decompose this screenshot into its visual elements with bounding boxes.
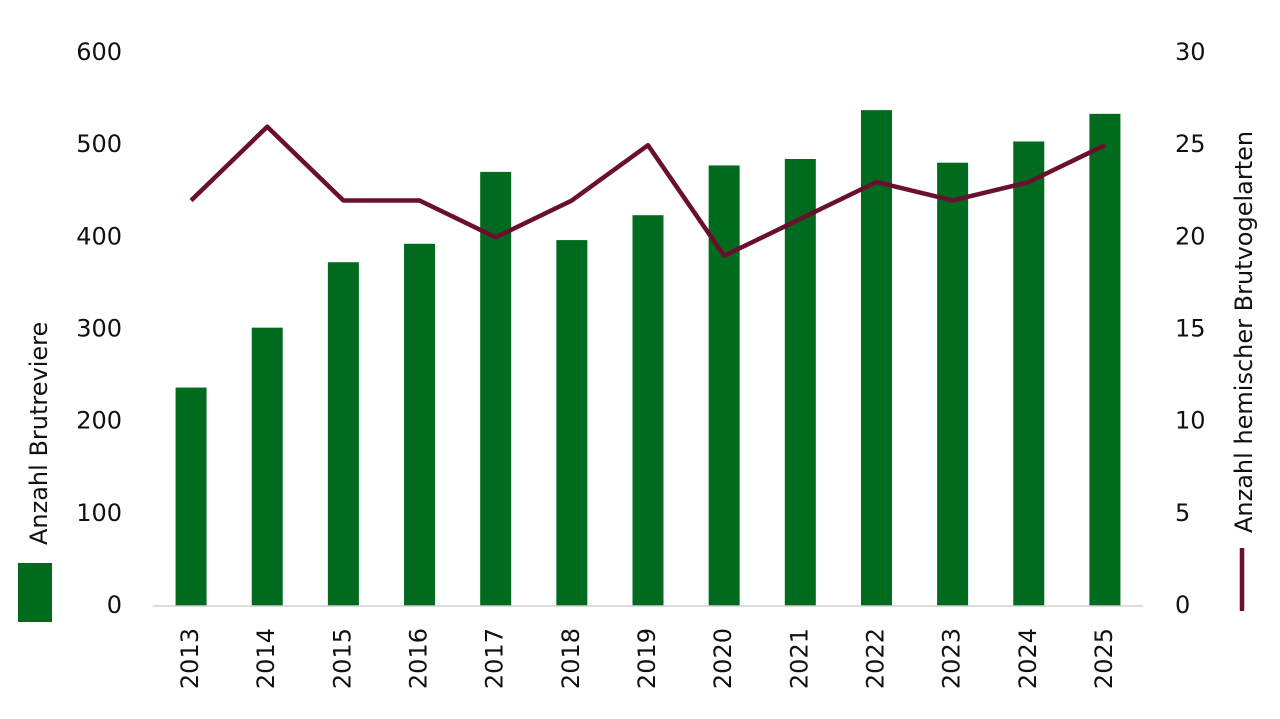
bar: [860, 110, 892, 606]
y2-tick-label: 30: [1175, 38, 1206, 66]
y-tick-label: 100: [76, 499, 122, 527]
legend-label: Anzahl hemischer Brutvogelarten: [1230, 131, 1258, 533]
x-tick-label: 2022: [861, 628, 889, 689]
x-tick-label: 2019: [633, 628, 661, 689]
x-tick-label: 2015: [328, 628, 356, 689]
y-tick-label: 500: [76, 130, 122, 158]
y2-tick-label: 25: [1175, 130, 1206, 158]
bar: [327, 262, 359, 606]
y2-tick-label: 5: [1175, 499, 1190, 527]
y-tick-label: 0: [107, 591, 122, 619]
bar: [708, 165, 740, 606]
y2-tick-label: 10: [1175, 407, 1206, 435]
x-tick-label: 2024: [1014, 628, 1042, 689]
bar: [251, 327, 283, 606]
bar: [784, 158, 816, 606]
legend-swatch: [18, 563, 52, 622]
line: [189, 124, 1106, 259]
x-tick-label: 2014: [252, 628, 280, 689]
x-tick-label: 2013: [176, 628, 204, 689]
bar: [937, 162, 969, 606]
y2-tick-label: 15: [1175, 315, 1206, 343]
x-tick-label: 2025: [1090, 628, 1118, 689]
x-tick-label: 2016: [405, 628, 433, 689]
bar: [404, 243, 436, 606]
bar: [556, 240, 588, 606]
y2-tick-label: 0: [1175, 591, 1190, 619]
y2-tick-label: 20: [1175, 222, 1206, 250]
y-tick-label: 400: [76, 222, 122, 250]
bar: [1013, 141, 1045, 607]
x-tick-label: 2023: [938, 628, 966, 689]
y-tick-label: 200: [76, 407, 122, 435]
bar: [632, 215, 664, 607]
x-tick-label: 2020: [709, 628, 737, 689]
x-tick-label: 2021: [785, 628, 813, 689]
bar: [175, 387, 207, 606]
legend-label: Anzahl Brutreviere: [25, 322, 53, 545]
bar: [480, 171, 512, 606]
y-tick-label: 600: [76, 38, 122, 66]
bar: [1089, 113, 1121, 606]
x-tick-label: 2018: [557, 628, 585, 689]
y-tick-label: 300: [76, 315, 122, 343]
x-tick-label: 2017: [481, 628, 509, 689]
